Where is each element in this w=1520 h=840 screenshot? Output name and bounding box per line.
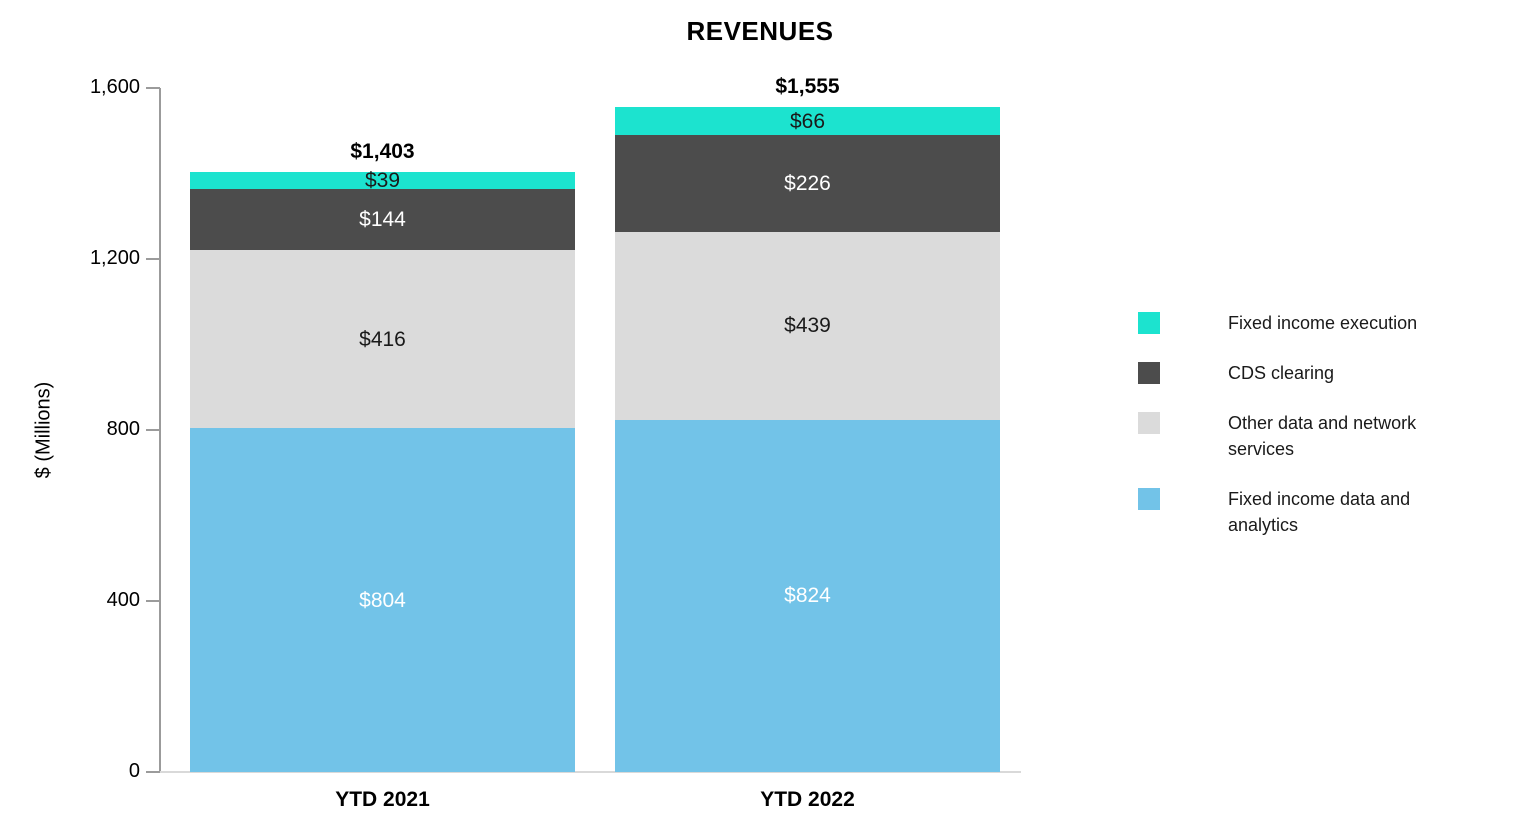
segment-value-label: $226 (784, 172, 831, 196)
legend-swatch (1138, 488, 1160, 510)
bar-segment: $804 (190, 428, 575, 772)
y-tick-label: 400 (106, 589, 140, 611)
legend-item: Fixed income execution (1138, 310, 1488, 336)
y-tick-mark (146, 87, 160, 89)
segment-value-label: $66 (789, 109, 826, 133)
y-tick-label: 800 (106, 418, 140, 440)
x-axis-line (159, 771, 1021, 773)
x-category-label: YTD 2022 (760, 788, 855, 811)
legend-swatch (1138, 312, 1160, 334)
segment-value-label: $39 (364, 169, 401, 193)
x-category-label: YTD 2021 (335, 788, 430, 811)
legend-label: Other data and network services (1228, 413, 1417, 459)
chart-title: REVENUES (686, 16, 834, 46)
bar-segment: $144 (190, 188, 575, 251)
legend-swatch (1138, 362, 1160, 384)
legend-item: CDS clearing (1138, 360, 1488, 386)
legend: Fixed income execution CDS clearing Other … (1138, 310, 1488, 538)
y-tick-label: 0 (128, 760, 140, 782)
segment-value-label: $824 (784, 584, 831, 608)
legend-label: Fixed income data and analytics (1228, 489, 1411, 535)
y-tick-mark (146, 771, 160, 773)
bar-segment: $226 (615, 135, 1000, 233)
legend-label: Fixed income execution (1228, 313, 1418, 333)
y-tick-label: 1,600 (89, 76, 140, 98)
legend-item: Fixed income data and analytics (1138, 486, 1488, 538)
segment-value-label: $144 (359, 208, 406, 232)
y-tick-label: 1,200 (89, 247, 140, 269)
y-tick-mark (146, 429, 160, 431)
legend-item: Other data and network services (1138, 410, 1488, 462)
y-tick-mark (146, 600, 160, 602)
segment-value-label: $439 (784, 314, 831, 338)
bar-segment: $39 (190, 169, 575, 193)
bar-segment: $824 (615, 419, 1000, 772)
bar-total-label: $1,403 (350, 140, 415, 164)
bar-segment: $416 (190, 250, 575, 429)
legend-swatch (1138, 412, 1160, 434)
segment-value-label: $804 (359, 588, 406, 612)
legend-label: CDS clearing (1228, 363, 1335, 383)
bar-segment: $66 (615, 107, 1000, 136)
segment-value-label: $416 (359, 327, 406, 351)
y-axis-line (159, 88, 161, 772)
bar-segment: $439 (615, 232, 1000, 420)
bar-total-label: $1,555 (775, 75, 840, 99)
y-tick-mark (146, 258, 160, 260)
